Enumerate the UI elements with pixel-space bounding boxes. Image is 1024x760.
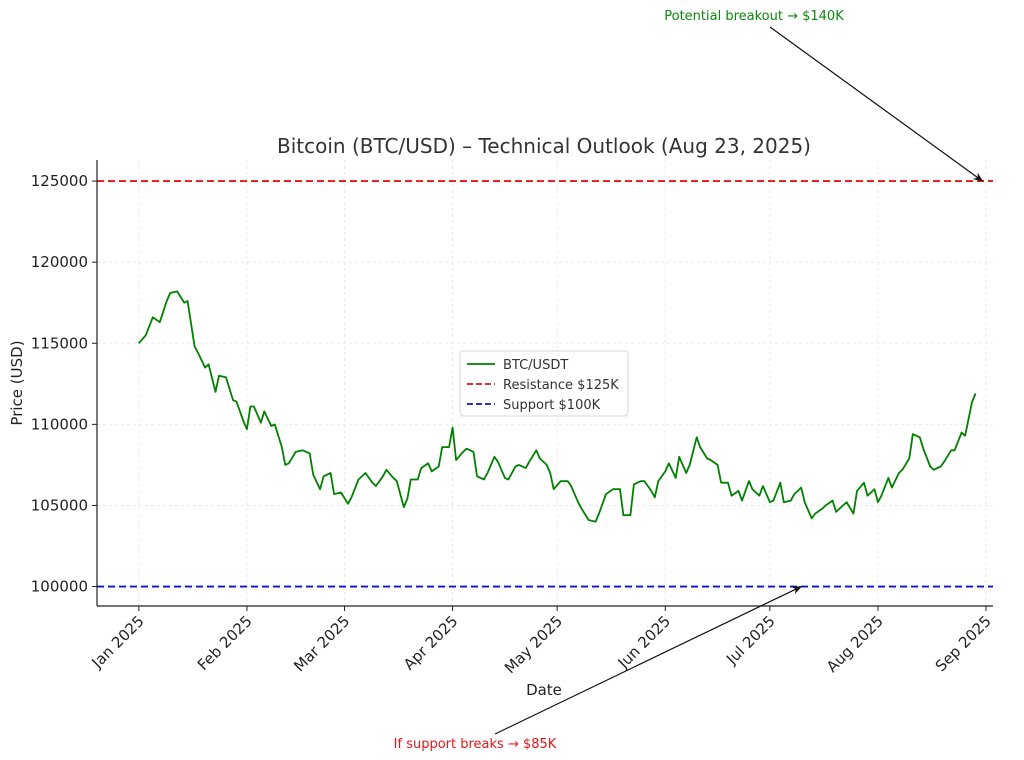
x-tick-label: Jan 2025	[88, 612, 148, 672]
annotation-label: If support breaks → $85K	[394, 737, 557, 752]
y-tick-label: 110000	[31, 415, 88, 433]
x-tick-label: Jun 2025	[614, 612, 674, 672]
x-tick-label: Sep 2025	[932, 612, 995, 675]
y-tick-label: 105000	[31, 496, 88, 514]
x-tick-label: Mar 2025	[290, 612, 353, 675]
x-tick-label: Aug 2025	[823, 612, 887, 676]
legend-label: Support $100K	[503, 398, 601, 413]
x-axis-title: Date	[526, 681, 562, 699]
legend: BTC/USDT Resistance $125K Support $100K	[459, 350, 629, 417]
legend-label: BTC/USDT	[503, 358, 568, 373]
annotations: Potential breakout → $140K If support bre…	[394, 9, 984, 752]
axes	[92, 160, 993, 611]
y-axis-title: Price (USD)	[8, 340, 26, 425]
annotation-label: Potential breakout → $140K	[664, 9, 844, 24]
x-tick-label: May 2025	[501, 612, 566, 677]
y-tick-label: 120000	[31, 253, 88, 271]
x-tick-label: Apr 2025	[400, 612, 461, 673]
legend-label: Resistance $125K	[503, 378, 619, 393]
y-tick-label: 125000	[31, 172, 88, 190]
x-tick-label: Feb 2025	[194, 612, 256, 674]
reference-lines	[97, 180, 993, 588]
legend-box	[459, 350, 629, 417]
chart-title: Bitcoin (BTC/USD) – Technical Outlook (A…	[277, 134, 811, 158]
annotation-arrow	[769, 26, 984, 182]
price-series	[138, 290, 977, 523]
y-tick-label: 115000	[31, 334, 88, 352]
annotation-arrow	[494, 585, 803, 735]
y-tick-label: 100000	[31, 578, 88, 596]
price-line	[138, 290, 977, 523]
